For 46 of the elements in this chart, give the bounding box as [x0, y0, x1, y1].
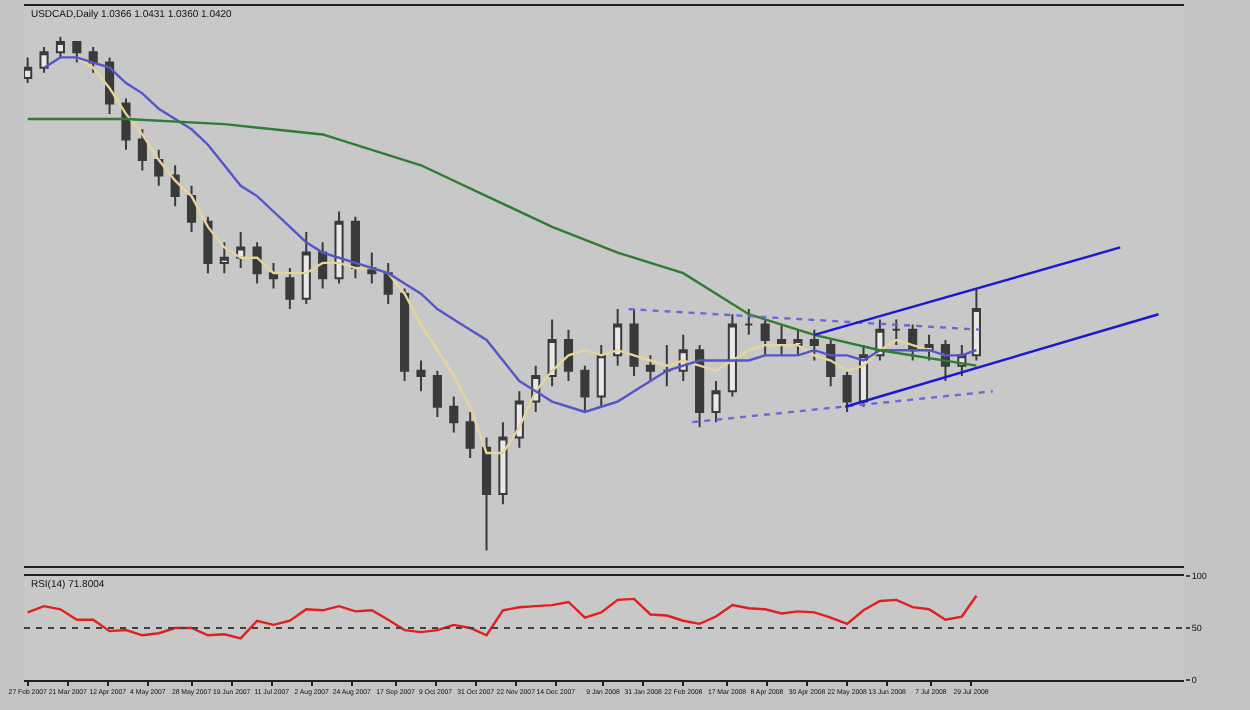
candlestick	[285, 267, 295, 311]
candlestick	[547, 318, 557, 388]
candlestick	[793, 328, 803, 357]
candlestick	[24, 56, 33, 85]
candlestick	[137, 128, 147, 172]
candlestick	[629, 308, 639, 377]
candlestick	[711, 380, 721, 424]
candlestick	[809, 328, 819, 362]
candlestick	[367, 251, 377, 285]
candlestick	[727, 313, 737, 398]
candlestick	[301, 231, 311, 305]
candlestick	[842, 369, 852, 413]
candlestick	[432, 369, 442, 418]
candlestick	[449, 395, 459, 434]
candlestick	[236, 231, 246, 270]
candlestick	[580, 364, 590, 413]
candlestick	[645, 354, 655, 383]
line-series	[26, 594, 978, 640]
candlestick	[219, 241, 229, 275]
candlestick	[268, 261, 279, 290]
candlestick	[695, 344, 705, 429]
candlestick	[613, 308, 623, 367]
candlestick	[465, 410, 475, 460]
candlestick	[971, 287, 981, 362]
candlestick	[154, 148, 164, 187]
candlestick	[481, 436, 492, 552]
candlestick	[776, 323, 787, 357]
candlestick	[744, 308, 754, 336]
candlestick	[891, 318, 901, 347]
candlestick	[203, 215, 213, 275]
candlestick	[416, 359, 426, 393]
candlestick	[662, 344, 672, 388]
candlestick	[400, 287, 410, 383]
candlestick	[334, 210, 344, 285]
candlestick	[72, 40, 82, 64]
candlestick	[350, 215, 360, 280]
candlestick	[563, 328, 574, 383]
candlestick	[252, 241, 262, 285]
candlestick	[924, 333, 934, 362]
candlestick	[186, 184, 197, 234]
candlestick	[498, 421, 508, 506]
candlestick	[760, 318, 770, 357]
candlestick	[596, 344, 606, 408]
candlestick	[55, 35, 65, 59]
candlestick	[383, 261, 393, 305]
candlestick	[39, 46, 49, 74]
